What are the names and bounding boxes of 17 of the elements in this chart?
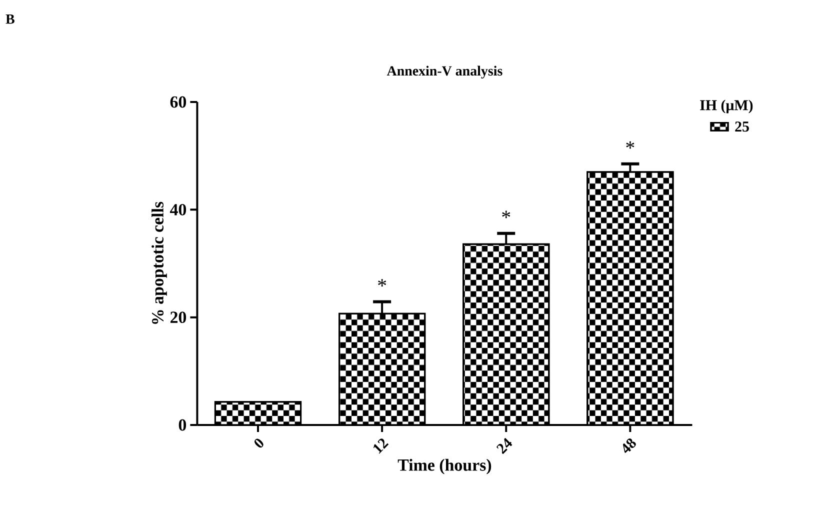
annotation: * — [626, 141, 634, 149]
y-tick-label: 60 — [170, 96, 186, 108]
x-tick-label: 0 — [254, 438, 264, 448]
annotation: * — [502, 210, 510, 218]
x-tick-label: 48 — [622, 438, 636, 454]
annotation: * — [378, 279, 386, 286]
y-tick-label: 0 — [178, 419, 186, 431]
text: B — [6, 14, 14, 24]
y-tick-label: 20 — [170, 312, 186, 324]
legend-title: IH (μM) — [700, 100, 753, 114]
x-tick-label: 24 — [496, 438, 512, 454]
chart-title: Annexin-V analysis — [386, 66, 502, 79]
y-tick-label: 40 — [170, 204, 186, 216]
x-axis-title: Time (hours) — [398, 458, 492, 474]
legend-label: 25 — [735, 122, 749, 132]
y-axis-title: % apoptotic cells — [152, 202, 167, 324]
x-tick-label: 12 — [374, 438, 389, 454]
